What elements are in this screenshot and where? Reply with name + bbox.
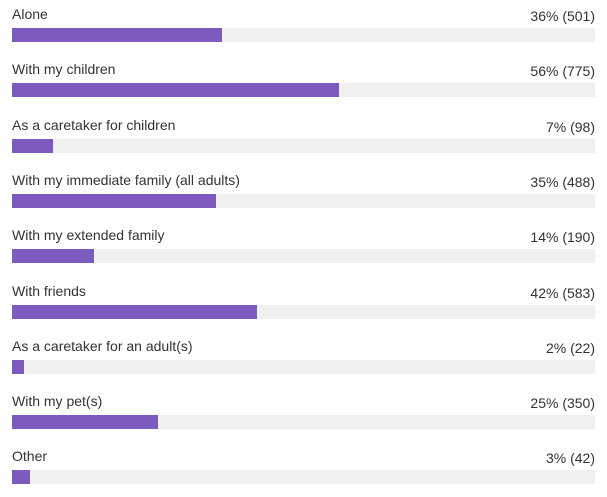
- poll-option-label: As a caretaker for children: [12, 116, 176, 133]
- poll-option-value-label: 3% (42): [545, 450, 595, 467]
- poll-bar-track: [12, 193, 595, 208]
- poll-bar-track: [12, 28, 595, 42]
- poll-bar-track: [12, 359, 595, 374]
- poll-bar-track: [12, 138, 595, 153]
- poll-option-label: Other: [12, 448, 48, 465]
- poll-bar: [12, 415, 158, 430]
- poll-option-label: As a caretaker for an adult(s): [12, 337, 193, 354]
- poll-option-value-label: 25% (350): [530, 395, 595, 412]
- poll-option-row: With my pet(s) 25% (350): [0, 387, 607, 442]
- poll-bar-track: [12, 304, 595, 319]
- poll-option-row: Alone 36% (501): [0, 0, 607, 55]
- poll-bar: [12, 138, 53, 153]
- poll-bar: [12, 470, 30, 485]
- poll-option-row: As a caretaker for an adult(s) 2% (22): [0, 332, 607, 387]
- poll-bar: [12, 249, 94, 264]
- poll-bar: [12, 28, 222, 42]
- poll-results: Alone 36% (501) With my children 56% (775) A…: [0, 0, 607, 485]
- poll-option-value-label: 2% (22): [545, 339, 595, 356]
- poll-bar-track: [12, 470, 595, 485]
- poll-option-row: With my children 56% (775): [0, 55, 607, 110]
- poll-option-label: With my immediate family (all adults): [12, 171, 240, 188]
- poll-option-value-label: 35% (488): [530, 173, 595, 190]
- poll-option-row: Other 3% (42): [0, 442, 607, 497]
- poll-option-label: With my extended family: [12, 227, 165, 244]
- poll-bar: [12, 359, 24, 374]
- poll-bar-track: [12, 83, 595, 98]
- poll-option-value-label: 7% (98): [545, 118, 595, 135]
- poll-bar-track: [12, 249, 595, 264]
- poll-option-value-label: 42% (583): [530, 284, 595, 301]
- poll-option-row: With my immediate family (all adults) 35%…: [0, 166, 607, 221]
- poll-bar: [12, 193, 216, 208]
- poll-option-value-label: 56% (775): [530, 63, 595, 80]
- poll-option-row: As a caretaker for children 7% (98): [0, 111, 607, 166]
- poll-option-label: With my children: [12, 61, 116, 78]
- poll-option-label: Alone: [12, 6, 48, 22]
- poll-option-row: With friends 42% (583): [0, 277, 607, 332]
- poll-bar: [12, 83, 339, 98]
- poll-option-value-label: 14% (190): [530, 229, 595, 246]
- poll-option-label: With friends: [12, 282, 86, 299]
- poll-option-row: With my extended family 14% (190): [0, 221, 607, 276]
- poll-bar-track: [12, 415, 595, 430]
- poll-option-label: With my pet(s): [12, 393, 103, 410]
- poll-option-value-label: 36% (501): [530, 8, 595, 24]
- poll-bar: [12, 304, 257, 319]
